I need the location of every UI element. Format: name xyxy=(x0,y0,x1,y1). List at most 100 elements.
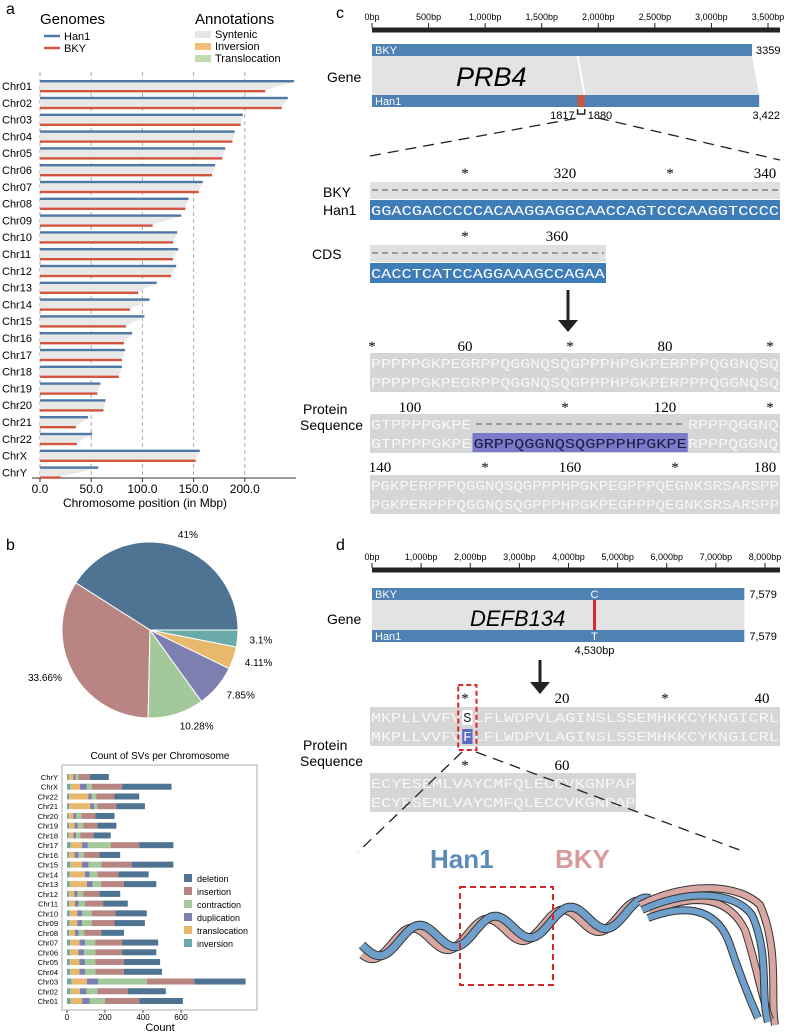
y-tick-label: ChrX xyxy=(2,451,28,463)
panel-label: b xyxy=(6,537,15,554)
bar xyxy=(40,409,104,412)
y-tick-label: Chr04 xyxy=(38,968,58,977)
bar xyxy=(40,426,76,429)
residue: F xyxy=(463,730,471,746)
bar xyxy=(40,130,235,133)
bar-segment xyxy=(67,949,70,956)
sequence: GTPPPPGKPE xyxy=(371,418,472,434)
bar-segment xyxy=(69,900,75,907)
y-tick-label: Chr02 xyxy=(2,98,32,110)
x-tick-label: 0 xyxy=(65,1013,70,1022)
residue-bg xyxy=(462,710,473,725)
x-tick-label: 0bp xyxy=(364,552,379,562)
bar-segment xyxy=(69,959,80,966)
bar-segment xyxy=(67,861,71,868)
legend-label: deletion xyxy=(197,874,229,884)
legend-swatch xyxy=(184,913,192,921)
ruler-marker: * xyxy=(461,691,469,707)
bar-segment xyxy=(68,774,74,780)
bar-segment xyxy=(95,968,124,975)
x-tick-label: 50.0 xyxy=(80,482,104,496)
synteny xyxy=(40,434,93,443)
sequence: PGKPERPPPQGGNQSQGPPPHPGKPEGPPPQEGNKSRSAR… xyxy=(371,479,779,495)
y-tick-label: ChrX xyxy=(41,783,58,792)
track-label: Han1 xyxy=(375,96,401,108)
bar-segment xyxy=(101,861,132,868)
bar xyxy=(40,164,216,167)
y-tick-label: Chr06 xyxy=(38,948,58,957)
bar xyxy=(40,476,61,479)
pie-slice xyxy=(61,582,151,719)
ruler-marker: 180 xyxy=(754,460,777,476)
bar-segment xyxy=(89,998,105,1004)
y-tick-label: Chr21 xyxy=(38,802,58,811)
bar-segment xyxy=(122,783,172,790)
y-tick-label: Chr20 xyxy=(38,812,58,821)
track-label: Han1 xyxy=(375,631,401,643)
y-tick-label: Chr22 xyxy=(2,434,32,446)
bar xyxy=(40,298,150,301)
bar xyxy=(40,315,145,318)
bar xyxy=(40,157,223,160)
data-label: 33.66% xyxy=(28,673,62,684)
bar-segment xyxy=(83,890,100,897)
structure-label: Han1 xyxy=(430,844,494,874)
y-tick-label: Chr22 xyxy=(38,792,58,801)
gene-track xyxy=(372,588,745,600)
bar-segment xyxy=(70,998,83,1004)
bracket xyxy=(576,109,586,115)
x-tick-label: 3,000bp xyxy=(695,12,728,22)
synteny xyxy=(40,451,200,460)
legend-label: inversion xyxy=(197,939,233,949)
data-label: 4.11% xyxy=(245,658,273,669)
bar-segment xyxy=(67,978,72,985)
bar-segment xyxy=(79,783,87,790)
bar-segment xyxy=(67,851,69,858)
bar-segment xyxy=(124,968,162,975)
legend-swatch xyxy=(184,926,192,934)
y-tick-label: Chr19 xyxy=(2,383,32,395)
bar xyxy=(40,442,77,446)
bar xyxy=(40,332,133,335)
bar-segment xyxy=(89,871,98,878)
x-tick-label: 4,000bp xyxy=(552,552,585,562)
bar-segment xyxy=(86,988,98,995)
gene-name: PRB4 xyxy=(456,62,527,92)
bar-segment xyxy=(67,803,70,810)
bar-segment xyxy=(77,920,83,927)
ruler-marker: 360 xyxy=(546,229,569,245)
bar-segment xyxy=(105,998,140,1004)
synteny xyxy=(40,367,122,376)
ruler-marker: 120 xyxy=(654,400,677,416)
bar xyxy=(40,365,122,368)
synteny xyxy=(40,233,178,242)
x-tick-label: 5,000bp xyxy=(601,552,634,562)
bar-segment xyxy=(124,959,161,966)
bar xyxy=(40,342,124,345)
bar-segment xyxy=(86,978,99,985)
length-label: 7,579 xyxy=(749,631,777,643)
legend-swatch xyxy=(195,43,211,50)
bar xyxy=(40,466,99,469)
x-tick-label: 3,500bp xyxy=(752,12,785,22)
gene-name: DEFB134 xyxy=(470,606,565,631)
bar-segment xyxy=(69,949,79,956)
bar-segment xyxy=(69,910,78,917)
legend-label: Inversion xyxy=(215,41,260,53)
highlight-box xyxy=(457,684,478,751)
x-tick-label: 2,000bp xyxy=(454,552,487,562)
bar-segment xyxy=(194,978,246,985)
bar-segment xyxy=(93,803,98,810)
bar-segment xyxy=(74,929,79,936)
ruler-marker: 140 xyxy=(369,460,392,476)
ruler-marker: * xyxy=(766,339,774,355)
bar xyxy=(40,231,178,234)
sequence: MKPLLVVFV xyxy=(371,711,462,727)
y-tick-label: Chr17 xyxy=(2,350,32,362)
bar-segment xyxy=(78,929,85,936)
synteny xyxy=(40,350,125,359)
y-tick-label: Chr16 xyxy=(38,851,58,860)
bar-segment xyxy=(69,803,91,810)
x-axis-label: Count xyxy=(145,1022,174,1033)
y-tick-label: Chr08 xyxy=(38,929,58,938)
